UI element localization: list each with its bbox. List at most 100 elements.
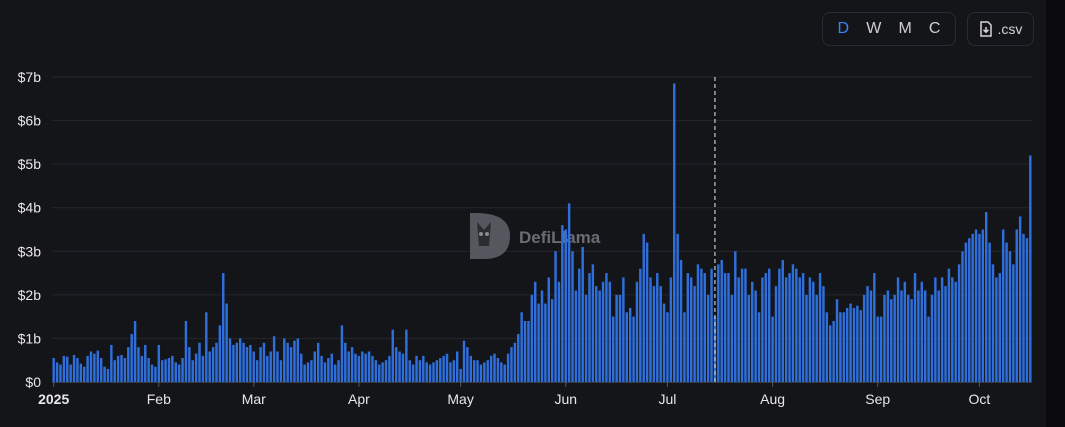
bar: [611, 316, 615, 382]
bar: [537, 303, 540, 382]
bar: [462, 340, 466, 382]
bar: [900, 290, 903, 382]
download-csv-button[interactable]: .csv: [967, 12, 1034, 46]
bar: [493, 353, 496, 382]
bar: [82, 366, 86, 382]
bar: [177, 364, 181, 382]
bar: [194, 353, 198, 382]
bar: [673, 83, 676, 382]
bar: [384, 360, 388, 382]
bar: [211, 347, 215, 382]
bar: [411, 364, 415, 382]
bar: [191, 360, 194, 382]
bar: [340, 325, 344, 382]
bar: [69, 364, 72, 382]
bar: [272, 336, 276, 382]
bar: [103, 366, 106, 382]
y-axis-labels: $0 $1b $2b $3b $4b $5b $6b $7b: [18, 69, 42, 390]
x-tick-label: 2025: [38, 391, 69, 407]
bar: [910, 299, 913, 382]
bar: [333, 364, 337, 382]
bar: [642, 233, 645, 382]
bar: [561, 225, 564, 382]
watermark-text: DefiLlama: [519, 228, 601, 247]
bar: [238, 338, 242, 382]
bar: [489, 355, 493, 382]
bar: [567, 203, 571, 382]
bar: [52, 358, 55, 382]
y-tick-label: $6b: [18, 113, 42, 129]
bar: [483, 362, 486, 382]
bar: [167, 358, 171, 382]
bar: [222, 273, 225, 382]
bar: [150, 364, 154, 382]
y-tick-label: $3b: [18, 243, 42, 259]
bar: [215, 342, 218, 382]
bar: [795, 268, 798, 382]
bar: [652, 286, 656, 382]
bar: [510, 347, 513, 382]
bar: [93, 353, 96, 382]
y-tick-label: $0: [25, 374, 41, 390]
bar: [249, 344, 252, 382]
bar: [283, 338, 286, 382]
bar: [59, 364, 62, 382]
bar: [689, 277, 693, 382]
bar: [886, 290, 890, 382]
bar: [598, 290, 601, 382]
bar: [679, 260, 683, 382]
granularity-daily-button[interactable]: D: [834, 20, 854, 38]
bar: [835, 299, 839, 382]
bar: [700, 268, 703, 382]
bar: [99, 358, 103, 382]
x-tick-label: Mar: [242, 391, 266, 407]
bar: [337, 360, 340, 382]
bar: [205, 312, 208, 382]
bar: [1025, 238, 1029, 382]
bar: [920, 281, 924, 382]
bar: [1015, 229, 1018, 382]
bar: [79, 363, 83, 382]
bar: [279, 360, 283, 382]
bar: [391, 329, 395, 382]
bar: [235, 342, 239, 382]
bar: [822, 286, 825, 382]
bar: [144, 344, 147, 382]
bar: [659, 286, 662, 382]
bar: [503, 364, 506, 382]
bar: [903, 281, 907, 382]
bar: [116, 355, 120, 382]
bar: [995, 277, 998, 382]
bar: [676, 233, 679, 382]
bar: [242, 342, 245, 382]
bar: [133, 321, 137, 382]
bar: [310, 360, 313, 382]
bar: [622, 277, 625, 382]
bar: [432, 362, 435, 382]
bar: [757, 312, 761, 382]
bar: [66, 356, 69, 382]
bar: [137, 347, 140, 382]
bar: [628, 307, 632, 382]
bar: [923, 290, 927, 382]
granularity-monthly-button[interactable]: M: [894, 20, 915, 38]
bar: [486, 360, 489, 382]
bar: [394, 347, 398, 382]
bar: [357, 355, 361, 382]
bar: [367, 351, 371, 382]
bar: [978, 233, 981, 382]
bar: [520, 312, 523, 382]
bar: [717, 264, 720, 382]
bar: [639, 268, 642, 382]
bar: [740, 268, 744, 382]
bar: [818, 273, 822, 382]
bar: [1001, 229, 1005, 382]
bar: [72, 354, 76, 382]
bar: [154, 366, 157, 382]
granularity-weekly-button[interactable]: W: [862, 20, 885, 38]
bar: [645, 242, 649, 382]
bar: [286, 342, 289, 382]
granularity-toggle: D W M C: [822, 12, 956, 46]
granularity-cumulative-button[interactable]: C: [925, 20, 945, 38]
